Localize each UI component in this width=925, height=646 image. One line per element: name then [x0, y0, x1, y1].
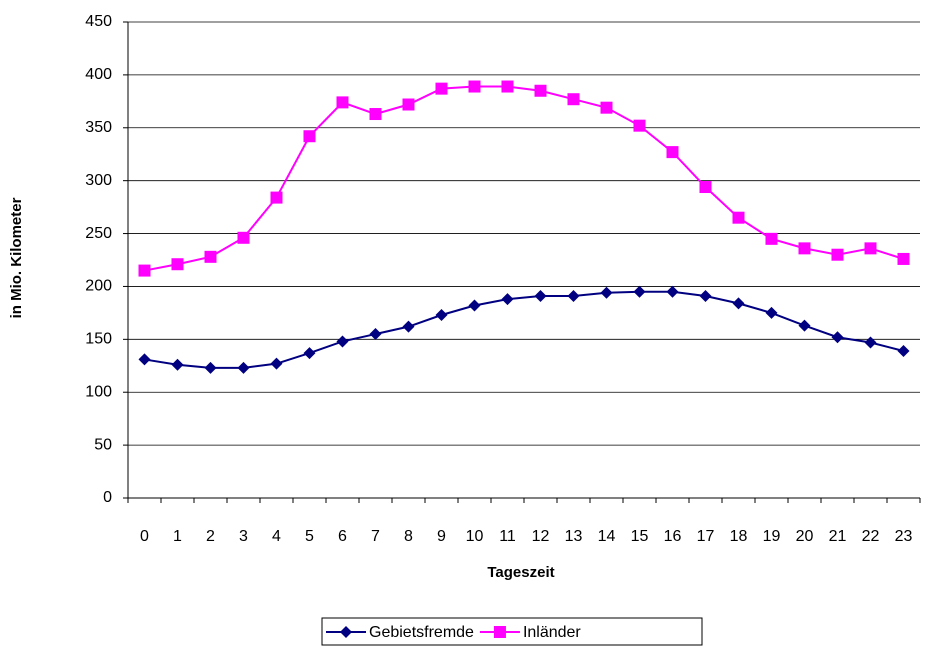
- data-point: [600, 101, 613, 114]
- data-point: [864, 242, 877, 255]
- data-point: [798, 242, 811, 255]
- legend-label: Gebietsfremde: [369, 624, 474, 641]
- x-tick-label: 18: [730, 528, 748, 545]
- x-tick-label: 0: [140, 528, 149, 545]
- data-point: [567, 93, 580, 106]
- y-tick-label: 100: [85, 383, 112, 400]
- data-point: [204, 361, 217, 374]
- data-point: [237, 231, 250, 244]
- data-point: [138, 264, 151, 277]
- x-tick-label: 17: [697, 528, 715, 545]
- data-point: [468, 299, 481, 312]
- x-tick-label: 2: [206, 528, 215, 545]
- x-tick-label: 11: [499, 528, 516, 545]
- x-tick-label: 7: [371, 528, 380, 545]
- data-point: [435, 82, 448, 95]
- x-tick-label: 14: [598, 528, 616, 545]
- data-point: [600, 286, 613, 299]
- y-tick-label: 250: [85, 225, 112, 242]
- data-point: [798, 319, 811, 332]
- x-tick-label: 20: [796, 528, 814, 545]
- x-tick-label: 1: [173, 528, 182, 545]
- data-point: [468, 80, 481, 93]
- x-axis-title: Tageszeit: [487, 564, 554, 581]
- x-tick-label: 16: [664, 528, 682, 545]
- data-point: [897, 344, 910, 357]
- x-tick-label: 12: [532, 528, 550, 545]
- data-point: [204, 250, 217, 263]
- data-point: [402, 98, 415, 111]
- legend-marker: [493, 626, 506, 638]
- data-point: [303, 347, 316, 360]
- series-line: [144, 290, 904, 369]
- data-point: [567, 289, 580, 302]
- x-tick-label: 21: [829, 528, 847, 545]
- x-tick-label: 6: [338, 528, 347, 545]
- x-tick-label: 5: [305, 528, 314, 545]
- y-tick-label: 350: [85, 119, 112, 136]
- data-point: [435, 309, 448, 322]
- data-point: [732, 297, 745, 310]
- x-tick-label: 23: [895, 528, 913, 545]
- y-tick-label: 450: [85, 13, 112, 30]
- y-tick-label: 50: [94, 436, 112, 453]
- x-tick-label: 4: [272, 528, 281, 545]
- data-point: [369, 328, 382, 341]
- data-point: [171, 358, 184, 371]
- data-point: [831, 331, 844, 344]
- y-tick-label: 0: [103, 489, 112, 506]
- data-point: [666, 146, 679, 159]
- data-point: [765, 232, 778, 245]
- data-point: [666, 285, 679, 298]
- data-point: [336, 96, 349, 109]
- x-tick-label: 9: [437, 528, 446, 545]
- data-point: [732, 211, 745, 224]
- data-point: [369, 108, 382, 121]
- data-point: [864, 336, 877, 349]
- x-tick-label: 19: [763, 528, 781, 545]
- data-point: [699, 181, 712, 194]
- y-tick-label: 300: [85, 172, 112, 189]
- data-point: [534, 289, 547, 302]
- data-point: [501, 293, 514, 306]
- data-point: [501, 80, 514, 93]
- x-tick-label: 10: [466, 528, 484, 545]
- y-tick-label: 200: [85, 278, 112, 295]
- data-point: [138, 353, 151, 366]
- x-tick-label: 3: [239, 528, 248, 545]
- data-point: [402, 320, 415, 333]
- data-point: [831, 248, 844, 261]
- x-tick-label: 15: [631, 528, 649, 545]
- data-point: [897, 252, 910, 265]
- x-tick-label: 13: [565, 528, 583, 545]
- data-point: [171, 258, 184, 271]
- data-point: [336, 335, 349, 348]
- data-point: [270, 191, 283, 204]
- x-tick-label: 22: [862, 528, 880, 545]
- data-point: [270, 357, 283, 370]
- data-point: [237, 361, 250, 374]
- legend-marker: [340, 626, 352, 638]
- data-point: [699, 289, 712, 302]
- data-point: [303, 130, 316, 143]
- series-line: [144, 85, 904, 272]
- y-tick-label: 400: [85, 66, 112, 83]
- y-axis-title: in Mio. Kilometer: [8, 197, 25, 318]
- data-point: [633, 285, 646, 298]
- data-point: [765, 306, 778, 319]
- y-tick-label: 150: [85, 331, 112, 348]
- x-tick-label: 8: [404, 528, 413, 545]
- legend-label: Inländer: [523, 624, 581, 641]
- data-point: [534, 84, 547, 97]
- data-point: [633, 119, 646, 132]
